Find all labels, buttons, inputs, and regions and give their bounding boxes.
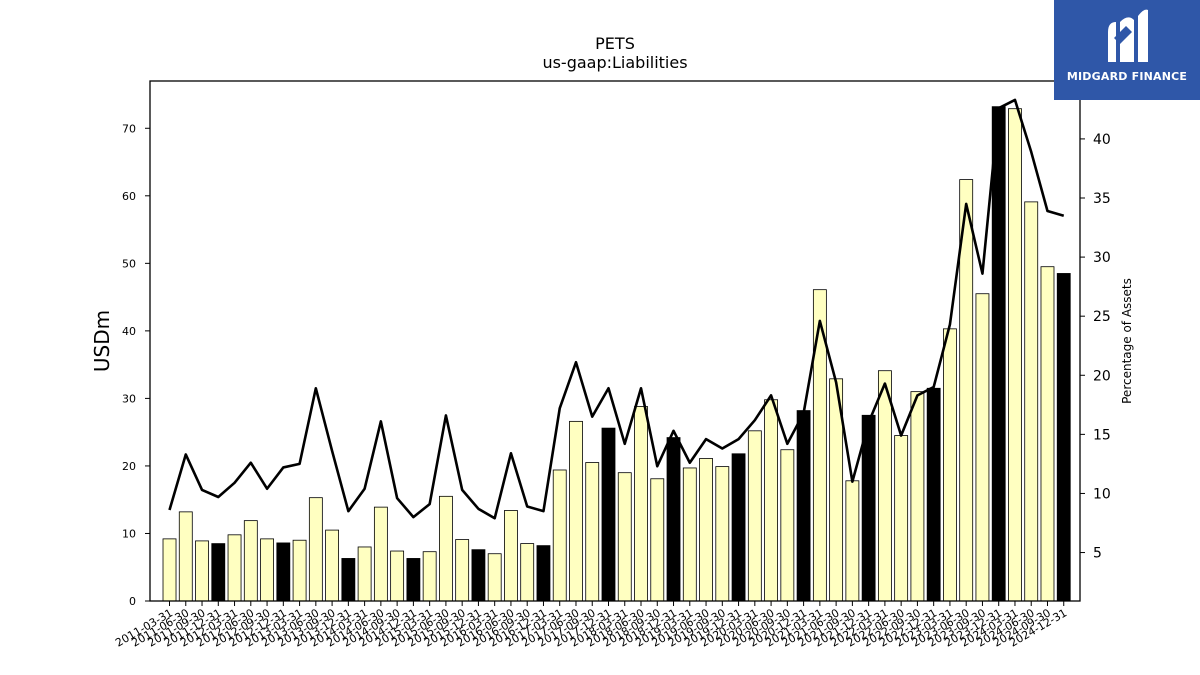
- bar: [357, 546, 372, 602]
- bar: [227, 534, 242, 602]
- bar: [845, 480, 860, 602]
- bar: [715, 466, 730, 602]
- bar: [260, 538, 274, 602]
- bar: [780, 449, 795, 602]
- logo-text: MIDGARD FINANCE: [1066, 70, 1188, 83]
- y-axis-label: USDm: [90, 310, 114, 372]
- bar: [1056, 273, 1071, 602]
- bar: [308, 497, 323, 602]
- bar: [276, 542, 291, 602]
- bar: [650, 478, 665, 602]
- y-tick-label: 30: [122, 392, 136, 405]
- bar: [178, 511, 193, 602]
- bar: [439, 495, 453, 602]
- bar: [764, 399, 778, 602]
- y2-tick-label: 40: [1093, 132, 1111, 148]
- bar: [796, 410, 811, 602]
- bar: [536, 545, 551, 602]
- y2-tick-label: 5: [1093, 546, 1102, 562]
- bar: [877, 370, 892, 602]
- bar: [195, 540, 209, 602]
- bar: [991, 106, 1006, 602]
- bar: [617, 472, 632, 602]
- y2-tick-label: 15: [1093, 427, 1111, 443]
- bar: [325, 529, 339, 602]
- bar: [569, 420, 583, 602]
- brand-logo: MIDGARD FINANCE: [1054, 0, 1200, 100]
- series-line: [168, 98, 1065, 520]
- bar: [455, 539, 470, 602]
- bar: [975, 293, 990, 602]
- y-tick-label: 10: [122, 527, 136, 540]
- bar: [504, 510, 518, 602]
- bar: [585, 462, 600, 602]
- bar: [1024, 201, 1039, 602]
- y-tick-label: 60: [122, 190, 136, 203]
- bar: [406, 558, 421, 602]
- bar: [552, 469, 567, 602]
- bar: [422, 551, 437, 602]
- chart-subtitle: us-gaap:Liabilities: [542, 53, 687, 72]
- bar: [699, 458, 713, 602]
- bar: [162, 538, 177, 602]
- plot-frame: [149, 80, 1081, 602]
- bar: [341, 558, 356, 602]
- y-tick-label: 50: [122, 257, 136, 270]
- bar: [1008, 108, 1022, 602]
- bar: [211, 543, 226, 602]
- y2-tick-label: 30: [1093, 250, 1111, 266]
- bar: [1040, 266, 1055, 602]
- bar: [487, 553, 502, 602]
- bar: [943, 328, 957, 602]
- y-tick-label: 20: [122, 460, 136, 473]
- bar: [634, 406, 648, 602]
- logo-mark-icon: [1108, 9, 1148, 63]
- y2-axis-label: Percentage of Assets: [1120, 278, 1134, 404]
- y-tick-label: 0: [129, 595, 136, 608]
- y2-tick-label: 35: [1093, 191, 1111, 207]
- y-tick-label: 40: [122, 325, 136, 338]
- bar: [926, 387, 941, 602]
- y2-tick-label: 25: [1093, 309, 1111, 325]
- bar: [894, 435, 909, 602]
- bar: [520, 543, 535, 602]
- bar: [910, 391, 925, 602]
- y2-tick-label: 10: [1093, 486, 1111, 502]
- y2-tick-label: 20: [1093, 368, 1111, 384]
- chart-title: PETS: [595, 34, 635, 53]
- bar: [390, 550, 405, 602]
- bar: [471, 549, 486, 602]
- bar: [666, 437, 681, 602]
- bar: [747, 430, 762, 602]
- bar: [601, 427, 616, 602]
- bar: [731, 453, 746, 602]
- bar: [243, 520, 258, 602]
- bar: [373, 506, 388, 602]
- bar: [682, 467, 697, 602]
- plot-area: 0102030405060705101520253035402011-03-31…: [113, 80, 1111, 650]
- y-tick-label: 70: [122, 122, 136, 135]
- bar: [292, 539, 307, 602]
